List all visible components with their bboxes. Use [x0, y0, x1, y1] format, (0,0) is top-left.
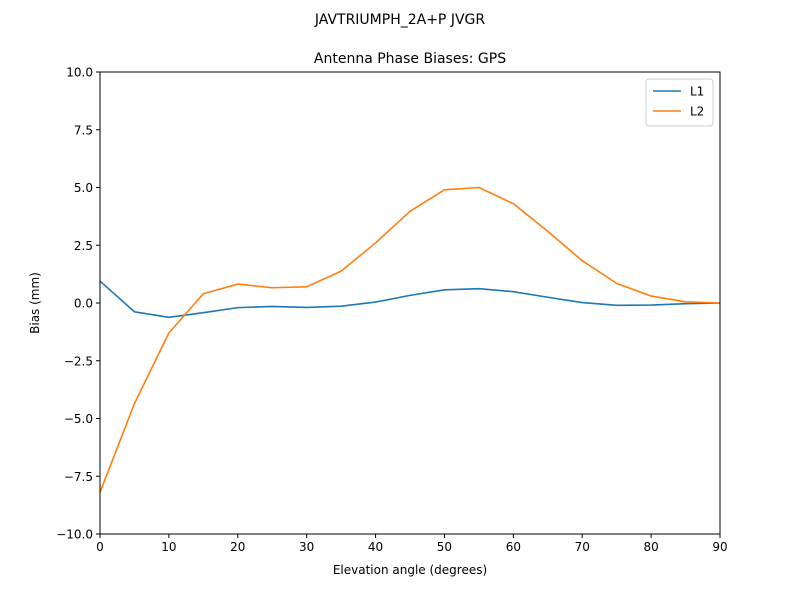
x-tick-label: 20	[230, 540, 245, 554]
legend-label-l1: L1	[690, 85, 704, 99]
y-tick-label: −5.0	[64, 412, 93, 426]
x-tick-label: 90	[712, 540, 727, 554]
x-tick-label: 0	[96, 540, 104, 554]
y-tick-label: 0.0	[74, 297, 93, 311]
chart-title: Antenna Phase Biases: GPS	[314, 51, 506, 67]
x-tick-label: 40	[368, 540, 383, 554]
legend-label-l2: L2	[690, 105, 704, 119]
chart-suptitle: JAVTRIUMPH_2A+P JVGR	[314, 12, 486, 28]
axes: 0 10 20 30 40 50 60 70 80 90 −10.0 −7.5 −5.0 −2.5 0.0 2…	[56, 66, 727, 555]
series-line-l1	[99, 280, 721, 319]
x-axis-label: Elevation angle (degrees)	[333, 563, 487, 577]
x-tick-label: 30	[299, 540, 314, 554]
x-tick-label: 60	[506, 540, 521, 554]
series-line-l2	[99, 186, 721, 493]
y-axis-label: Bias (mm)	[28, 272, 42, 334]
legend: L1 L2	[645, 78, 714, 127]
y-tick-label: 2.5	[74, 239, 93, 253]
y-tick-label: −10.0	[56, 528, 93, 542]
y-tick-label: −7.5	[64, 470, 93, 484]
x-tick-label: 80	[643, 540, 658, 554]
y-tick-label: −2.5	[64, 354, 93, 368]
x-tick-label: 10	[161, 540, 176, 554]
plot-frame	[99, 71, 721, 535]
y-tick-label: 7.5	[74, 123, 93, 137]
x-tick-label: 50	[437, 540, 452, 554]
x-tick-label: 70	[575, 540, 590, 554]
y-tick-label: 5.0	[74, 181, 93, 195]
y-tick-label: 10.0	[66, 66, 93, 80]
series-layer	[99, 186, 721, 493]
